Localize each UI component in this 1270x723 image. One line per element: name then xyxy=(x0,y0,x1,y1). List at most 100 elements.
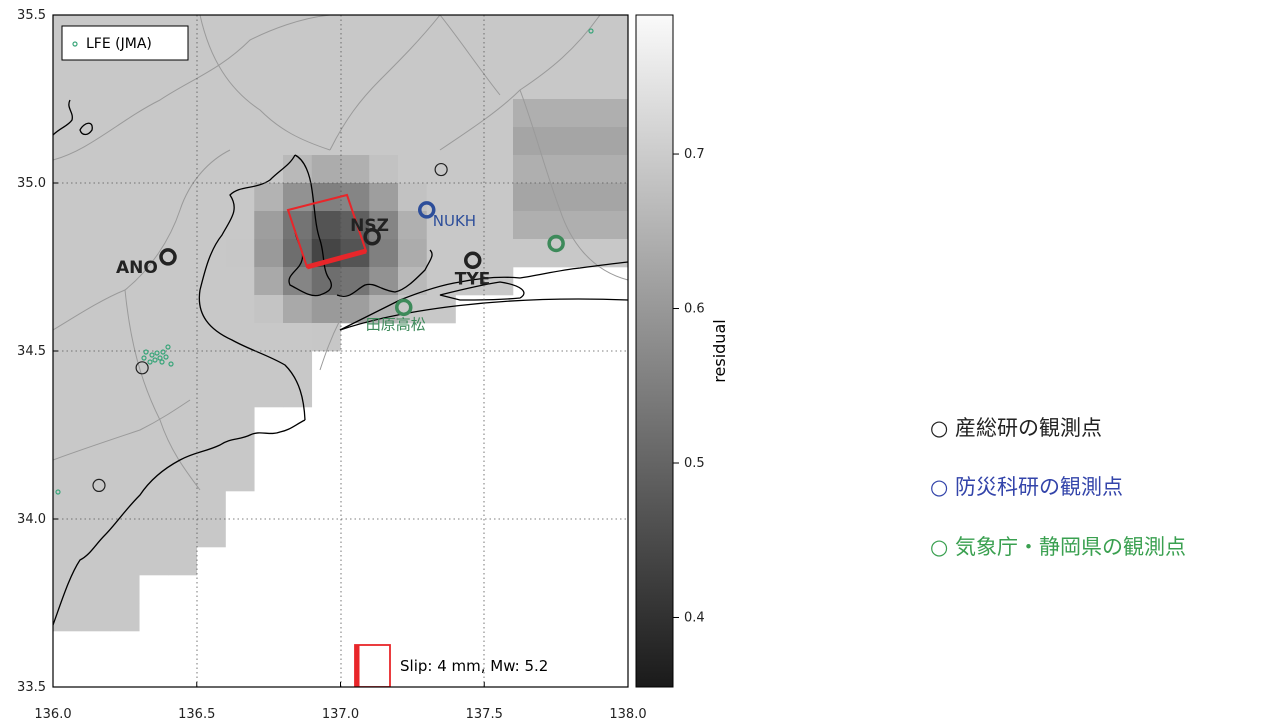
residual-cell xyxy=(570,239,600,268)
residual-cell xyxy=(139,547,169,576)
residual-cell xyxy=(81,435,111,464)
residual-cell xyxy=(484,211,514,240)
residual-cell xyxy=(196,351,226,380)
colorbar-label: residual xyxy=(710,319,729,382)
residual-cell xyxy=(455,127,485,156)
residual-cell xyxy=(81,211,111,240)
x-tick-label: 136.5 xyxy=(178,707,215,722)
residual-cell xyxy=(369,15,399,44)
residual-cell xyxy=(53,211,83,240)
residual-cell xyxy=(484,43,514,72)
residual-cell xyxy=(541,71,571,100)
colorbar-gradient xyxy=(635,14,674,688)
residual-cell xyxy=(168,71,198,100)
station-label: 田原高松 xyxy=(366,315,426,333)
gridlines xyxy=(53,15,628,687)
residual-cell xyxy=(81,379,111,408)
residual-cell xyxy=(110,379,140,408)
residual-cell xyxy=(81,267,111,296)
residual-cell xyxy=(283,323,313,352)
residual-cell xyxy=(283,239,313,268)
residual-cell xyxy=(570,99,600,128)
station-marker xyxy=(418,201,436,219)
residual-cell xyxy=(455,71,485,100)
residual-cell xyxy=(283,351,313,380)
residual-cell xyxy=(53,407,83,436)
lfe-point xyxy=(152,357,158,363)
residual-cell xyxy=(254,323,284,352)
residual-cell xyxy=(513,211,543,240)
lfe-point xyxy=(159,359,165,365)
y-tick-label: 34.0 xyxy=(17,512,46,527)
residual-cell xyxy=(168,295,198,324)
residual-cell xyxy=(168,99,198,128)
residual-cell xyxy=(311,71,341,100)
residual-cell xyxy=(225,71,255,100)
residual-cell xyxy=(311,99,341,128)
residual-cell xyxy=(225,127,255,156)
slip-scale: Slip: 4 mm, Mw: 5.2 xyxy=(354,644,548,687)
residual-cell xyxy=(168,463,198,492)
residual-cell xyxy=(110,239,140,268)
residual-cell xyxy=(340,155,370,184)
lfe-point xyxy=(154,350,160,356)
residual-cell xyxy=(254,295,284,324)
residual-cell xyxy=(570,211,600,240)
residual-cell xyxy=(110,99,140,128)
y-tick-label: 34.5 xyxy=(17,344,46,359)
residual-cell xyxy=(398,239,428,268)
residual-cell xyxy=(225,99,255,128)
residual-cell xyxy=(283,211,313,240)
legend-aist: ○ 産総研の観測点 xyxy=(930,416,1102,440)
colorbar-tick-label: 0.5 xyxy=(684,456,705,471)
lfe-point xyxy=(163,354,169,360)
residual-cell xyxy=(513,183,543,212)
residual-cell xyxy=(484,155,514,184)
residual-cell xyxy=(53,71,83,100)
residual-cell xyxy=(81,127,111,156)
station-label: NSZ xyxy=(350,216,389,236)
residual-cell xyxy=(53,435,83,464)
residual-cell xyxy=(311,295,341,324)
residual-cell xyxy=(168,547,198,576)
residual-cell xyxy=(168,491,198,520)
residual-cell xyxy=(455,155,485,184)
residual-cell xyxy=(570,71,600,100)
residual-cell xyxy=(196,379,226,408)
residual-cell xyxy=(513,15,543,44)
residual-cell xyxy=(81,295,111,324)
residual-cell xyxy=(283,71,313,100)
residual-cell xyxy=(225,463,255,492)
residual-cell xyxy=(513,43,543,72)
residual-cell xyxy=(570,155,600,184)
residual-cell xyxy=(139,211,169,240)
lfe-markers xyxy=(55,28,594,495)
lfe-point xyxy=(149,352,155,358)
residual-cell xyxy=(340,183,370,212)
residual-cell xyxy=(513,99,543,128)
lfe-point xyxy=(588,28,594,34)
residual-cell xyxy=(426,267,456,296)
residual-cell xyxy=(139,491,169,520)
residual-cell xyxy=(283,99,313,128)
residual-cell xyxy=(110,407,140,436)
residual-cell xyxy=(196,267,226,296)
station-label: ANO xyxy=(116,258,158,278)
residual-cell xyxy=(225,155,255,184)
lfe-point xyxy=(165,344,171,350)
residual-cell xyxy=(283,155,313,184)
residual-cell xyxy=(168,183,198,212)
residual-cell xyxy=(53,379,83,408)
residual-cell xyxy=(340,43,370,72)
residual-cell xyxy=(196,71,226,100)
residual-cell xyxy=(541,239,571,268)
residual-cell xyxy=(340,127,370,156)
residual-cell xyxy=(81,547,111,576)
residual-cell xyxy=(283,43,313,72)
residual-cell xyxy=(225,407,255,436)
residual-cell xyxy=(53,519,83,548)
residual-cell xyxy=(81,463,111,492)
legend-nied: ○ 防災科研の観測点 xyxy=(930,475,1123,499)
residual-cell xyxy=(225,295,255,324)
residual-cell xyxy=(168,155,198,184)
